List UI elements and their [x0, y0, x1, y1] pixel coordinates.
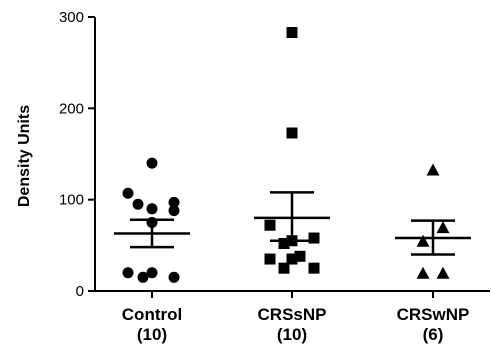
category-n-label: (6) [423, 325, 444, 344]
data-point-square [308, 232, 320, 244]
category-n-label: (10) [277, 325, 307, 344]
category-labels: Control(10)CRSsNP(10)CRSwNP(6) [122, 291, 470, 344]
data-point-square [264, 253, 276, 265]
data-point-circle [122, 267, 134, 279]
data-point-square [308, 262, 320, 274]
data-point-square [264, 219, 276, 231]
data-point-triangle [416, 234, 430, 247]
category-n-label: (10) [137, 325, 167, 344]
data-point-circle [122, 187, 134, 199]
y-tick-label: 100 [59, 192, 84, 209]
data-point-circle [137, 271, 149, 283]
data-points [122, 27, 450, 283]
data-point-circle [168, 205, 180, 217]
y-tick-label: 200 [59, 100, 84, 117]
y-tick-label: 0 [76, 283, 84, 300]
data-point-circle [132, 198, 144, 210]
y-ticks: 0 100 200 300 [59, 9, 95, 300]
category-label: CRSsNP [258, 305, 327, 324]
category-label: Control [122, 305, 182, 324]
y-axis-label: Density Units [16, 105, 33, 207]
data-point-circle [146, 203, 158, 215]
axes [94, 17, 490, 292]
data-point-square [278, 262, 290, 274]
data-point-triangle [436, 266, 450, 279]
data-point-circle [146, 157, 158, 169]
data-point-circle [168, 271, 180, 283]
category-label: CRSwNP [397, 305, 470, 324]
data-point-circle [168, 196, 180, 208]
data-point-square [278, 238, 290, 250]
data-point-square [294, 250, 306, 262]
mean-sem-bars [114, 191, 471, 256]
y-tick-label: 300 [59, 9, 84, 26]
data-point-circle [146, 267, 158, 279]
data-point-square [286, 253, 298, 265]
data-point-square [286, 27, 298, 39]
data-point-triangle [426, 163, 440, 176]
data-point-triangle [416, 266, 430, 279]
data-point-triangle [436, 221, 450, 234]
data-point-square [286, 127, 298, 139]
